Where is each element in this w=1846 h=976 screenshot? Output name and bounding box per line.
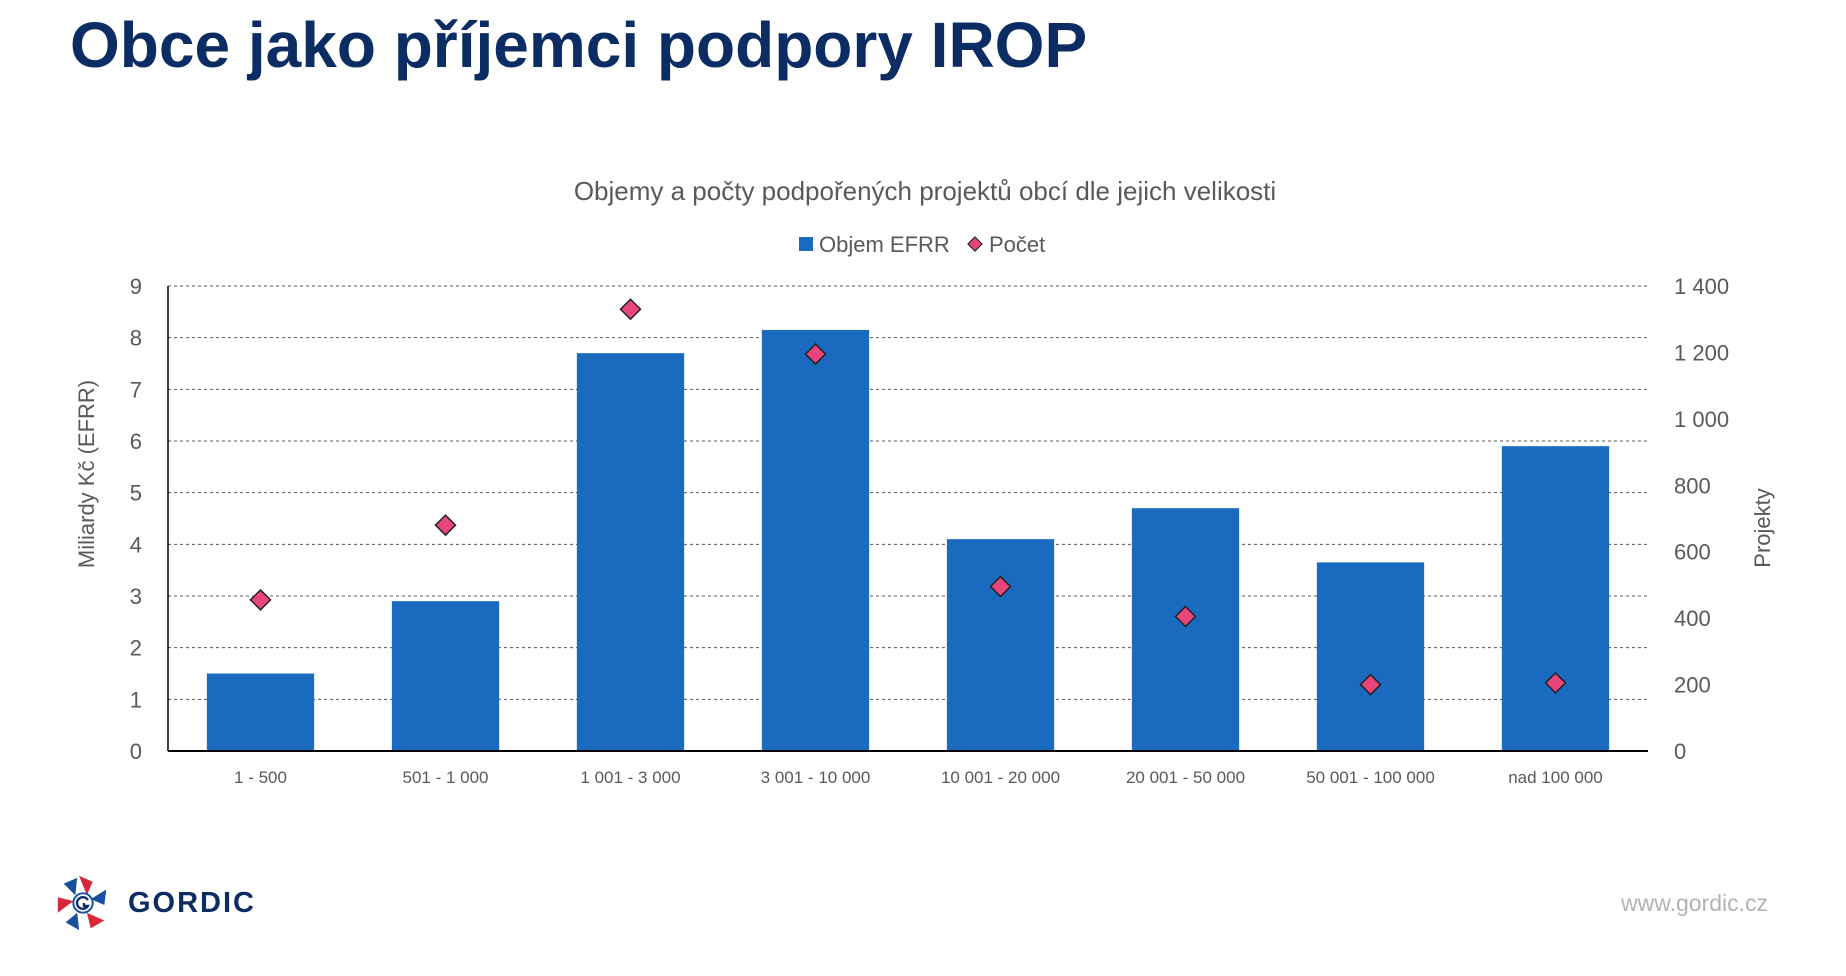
marker-series [249,298,1567,696]
slide-title: Obce jako příjemci podpory IROP [70,9,1088,81]
y-tick-label: 3 [130,584,142,609]
x-tick-label: 1 001 - 3 000 [580,768,680,787]
chart-title: Objemy a počty podpořených projektů obcí… [574,176,1276,206]
x-tick-label: 3 001 - 10 000 [761,768,871,787]
gridlines [168,285,1648,700]
bar [1316,562,1425,751]
marker-point [989,575,1012,598]
legend-marker-swatch [967,236,983,252]
y2-tick-label: 200 [1674,673,1711,698]
y2-tick-label: 800 [1674,473,1711,498]
gordic-logo-icon [57,875,107,931]
y-tick-label: 9 [130,274,142,299]
bar [206,673,315,751]
gordic-logo: GORDIC [52,872,256,934]
y2-tick-label: 1 200 [1674,340,1729,365]
bar [1501,446,1610,751]
y-tick-label: 0 [130,739,142,764]
bar [1131,508,1240,751]
y-tick-label: 2 [130,636,142,661]
y2-tick-label: 1 000 [1674,407,1729,432]
bar-series [206,329,1610,751]
tick-labels: 0 1 2 3 4 5 6 7 8 9 0 200 400 600 800 1 000 1 200 1 400 1 … [130,274,1729,787]
y2-axis-title: Projekty [1750,488,1775,567]
marker-point [619,298,642,321]
legend-bar-swatch [799,237,813,251]
axes [167,286,1648,752]
marker-point [804,343,827,366]
bar [946,539,1055,751]
legend-marker-label: Počet [989,232,1045,257]
y2-tick-label: 1 400 [1674,274,1729,299]
y-tick-label: 4 [130,532,142,557]
y-tick-label: 5 [130,481,142,506]
bar [391,601,500,751]
website-url: www.gordic.cz [1621,890,1768,916]
x-tick-label: 1 - 500 [234,768,287,787]
y-tick-label: 6 [130,429,142,454]
y-tick-label: 1 [130,687,142,712]
marker-point [1174,605,1197,628]
y2-tick-label: 400 [1674,606,1711,631]
bar [576,353,685,751]
y-tick-label: 8 [130,326,142,351]
y-tick-label: 7 [130,377,142,402]
marker-point [1359,673,1382,696]
logo-text: GORDIC [128,886,256,919]
marker-point [434,514,457,537]
y2-tick-label: 0 [1674,739,1686,764]
marker-point [1544,671,1567,694]
x-tick-label: nad 100 000 [1508,768,1603,787]
x-tick-label: 50 001 - 100 000 [1306,768,1435,787]
y-axis-title: Miliardy Kč (EFRR) [74,380,99,568]
bar [761,329,870,751]
y2-tick-label: 600 [1674,540,1711,565]
x-tick-label: 20 001 - 50 000 [1126,768,1245,787]
x-tick-label: 10 001 - 20 000 [941,768,1060,787]
x-tick-label: 501 - 1 000 [402,768,488,787]
marker-point [249,588,272,611]
legend-bar-label: Objem EFRR [819,232,950,257]
chart-legend: Objem EFRR Počet [799,232,1045,257]
